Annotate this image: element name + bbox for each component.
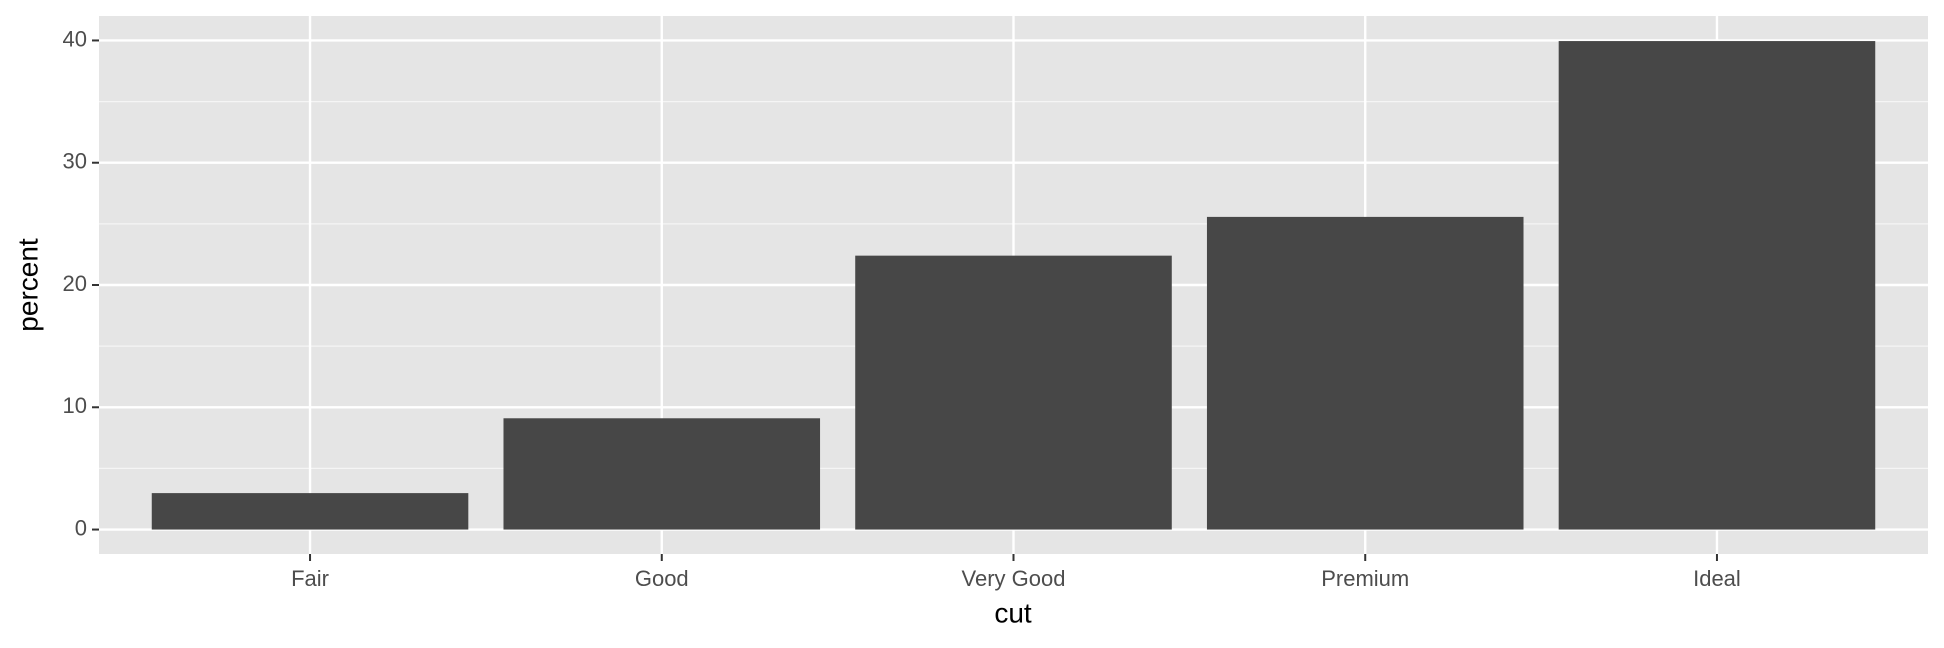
x-tick-label: Very Good	[962, 566, 1066, 591]
y-tick-label: 20	[63, 271, 87, 296]
bar	[1206, 216, 1524, 530]
bar	[1558, 41, 1876, 530]
y-tick-label: 40	[63, 26, 87, 51]
x-tick-label: Ideal	[1693, 566, 1741, 591]
y-tick-label: 30	[63, 149, 87, 174]
x-tick-label: Fair	[291, 566, 329, 591]
x-tick-label: Premium	[1321, 566, 1409, 591]
bar	[503, 418, 821, 530]
y-tick-label: 0	[75, 515, 87, 540]
y-axis-title: percent	[12, 238, 43, 332]
x-tick-label: Good	[635, 566, 689, 591]
bar	[855, 255, 1172, 530]
x-axis-title: cut	[994, 597, 1032, 628]
bar	[151, 493, 469, 530]
y-tick-label: 10	[63, 393, 87, 418]
